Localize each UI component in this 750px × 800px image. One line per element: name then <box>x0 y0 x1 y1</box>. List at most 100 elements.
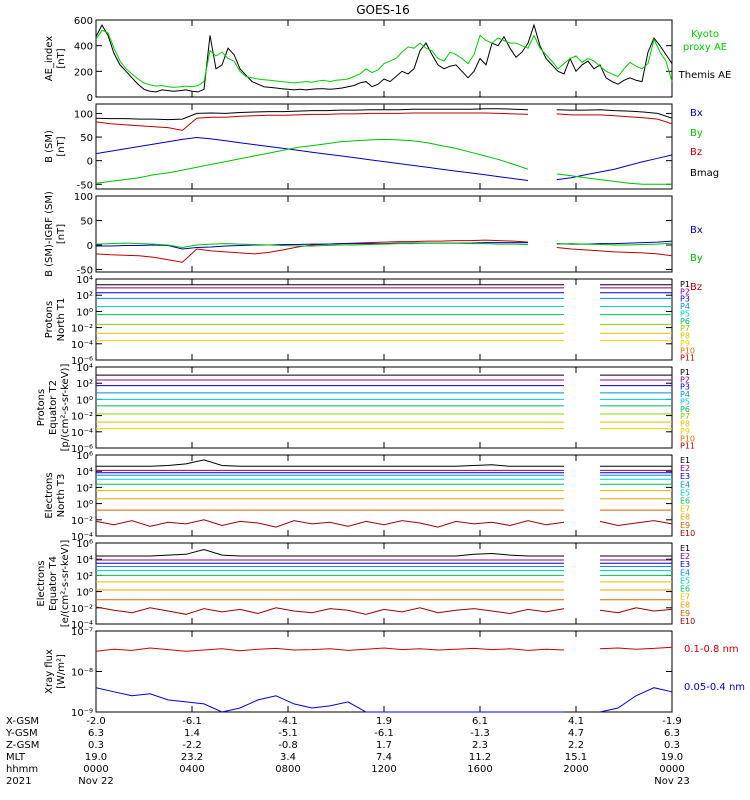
y-tick-label: 10⁻⁶ <box>71 356 93 367</box>
y-tick-label: 10⁻⁴ <box>71 532 93 543</box>
y-axis-label: B (SM)-IGRF (SM) <box>44 191 55 277</box>
channel-label: E9 <box>680 609 690 618</box>
x-axis-labels: X-GSMY-GSMZ-GSMMLThhmm2021-2.06.30.319.0… <box>5 716 690 787</box>
x-tick-value: 3.4 <box>280 752 296 763</box>
channel-label: P7 <box>680 412 690 421</box>
x-tick-value: -1.3 <box>470 728 490 739</box>
y-axis-label: Electrons <box>36 560 47 606</box>
y-axis-label: Xray flux <box>44 649 55 694</box>
series-line-themis-ae <box>95 23 673 93</box>
channel-label: E4 <box>680 480 690 489</box>
channel-label: P6 <box>680 405 690 414</box>
channel-label: E2 <box>680 464 690 473</box>
y-tick-label: 10² <box>76 379 93 390</box>
channel-label: P8 <box>680 420 690 429</box>
y-tick-label: 10⁶ <box>76 451 93 462</box>
y-axis-label: [e/(cm²-s-sr-keV)] <box>60 540 71 628</box>
y-tick-label: 10⁻⁴ <box>71 428 93 439</box>
legend-entry: Bz <box>690 147 702 158</box>
x-tick-value: Nov 23 <box>654 776 689 787</box>
y-tick-label: 10⁻⁶ <box>71 444 93 455</box>
y-tick-label: 10⁰ <box>76 588 93 599</box>
y-tick-label: 10⁶ <box>76 539 93 550</box>
x-tick-value: 7.4 <box>376 752 392 763</box>
series-line-e1 <box>96 459 672 467</box>
channel-label: E3 <box>680 560 690 569</box>
channel-label: E2 <box>680 552 690 561</box>
plot-title: GOES-16 <box>356 3 410 17</box>
panel-frame <box>95 103 673 190</box>
channel-label: P2 <box>680 287 690 296</box>
y-tick-label: 10² <box>76 291 93 302</box>
x-tick-value: 1.9 <box>376 716 392 727</box>
y-tick-label: 10² <box>76 571 93 582</box>
x-tick-value: 11.2 <box>469 752 491 763</box>
channel-label: P5 <box>680 309 690 318</box>
y-tick-label: 50 <box>80 217 93 228</box>
y-tick-label: 10⁴ <box>76 555 93 566</box>
x-row-label: Y-GSM <box>5 728 38 739</box>
series-line-by <box>95 138 672 185</box>
x-tick-value: 6.1 <box>472 716 488 727</box>
x-tick-value: 2.3 <box>472 740 488 751</box>
panel-frame <box>95 195 673 273</box>
x-tick-value: -0.8 <box>278 740 298 751</box>
legend-entry: By <box>690 128 703 139</box>
panel-ae: 600 400 200 0 AE_index [nT] Kyoto proxy AE Themi… <box>44 16 731 104</box>
x-row-label: 2021 <box>6 776 31 787</box>
series-line-kyoto-proxy-ae <box>95 29 673 88</box>
panel-xray: 10⁻⁷ 10⁻⁸ 10⁻⁹ Xray flux [W/m²] 0.1-0.8 nm 0.0… <box>44 627 745 719</box>
y-axis-label: [nT] <box>56 136 67 156</box>
series-line-bx <box>95 136 673 181</box>
y-tick-label: 10⁴ <box>76 275 93 286</box>
panel-b_sm: 100 50 0 -50 B (SM) [nT] Bx By Bz Bmag <box>44 103 719 191</box>
y-tick-label: 10⁻⁸ <box>71 668 93 679</box>
x-tick-value: 0000 <box>659 764 684 775</box>
y-tick-label: 0 <box>87 93 93 104</box>
panel-protons_t1: 10⁴ 10² 10⁰ 10⁻² 10⁻⁴ 10⁻⁶ Protons North T1 P1P2… <box>44 275 695 367</box>
panel-b_igrf: 100 50 0 -50 B (SM)-IGRF (SM) [nT] Bx By Bz <box>44 191 703 293</box>
y-tick-label: 50 <box>80 133 93 144</box>
channel-label: P11 <box>680 354 695 363</box>
x-tick-value: 0.3 <box>664 740 680 751</box>
legend-entry: 0.05-0.4 nm <box>684 682 745 693</box>
channel-label: E3 <box>680 472 690 481</box>
channel-label: P9 <box>680 427 690 436</box>
y-tick-label: 0 <box>87 241 93 252</box>
x-tick-value: 0000 <box>83 764 108 775</box>
x-tick-value: 1.4 <box>184 728 200 739</box>
channel-label: P10 <box>680 434 695 443</box>
y-axis-label: Equator T2 <box>48 380 59 435</box>
x-tick-value: 1600 <box>467 764 492 775</box>
y-tick-label: 10⁻⁹ <box>71 708 93 719</box>
y-tick-label: 10⁻⁷ <box>71 627 93 638</box>
legend-entry: Bz <box>690 282 702 293</box>
y-tick-label: -50 <box>77 180 93 191</box>
x-tick-value: 6.3 <box>88 728 104 739</box>
legend-entry: Kyoto <box>691 29 719 40</box>
y-axis-label: North T3 <box>56 474 67 518</box>
x-row-label: X-GSM <box>6 716 39 727</box>
y-tick-label: 0 <box>87 157 93 168</box>
channel-label: E10 <box>680 617 695 626</box>
y-tick-label: 10⁻⁴ <box>71 620 93 631</box>
x-tick-value: 1.7 <box>376 740 392 751</box>
x-tick-value: 23.2 <box>181 752 203 763</box>
x-tick-value: -6.1 <box>374 728 394 739</box>
channel-label: E4 <box>680 568 690 577</box>
channel-label: E1 <box>680 544 690 553</box>
x-row-label: Z-GSM <box>6 740 39 751</box>
channel-label: P5 <box>680 397 690 406</box>
channel-label: E8 <box>680 601 690 610</box>
channel-label: P7 <box>680 324 690 333</box>
y-tick-label: 10⁻² <box>71 324 93 335</box>
legend-entry: Bx <box>690 225 703 236</box>
y-tick-label: 100 <box>74 109 93 120</box>
series-line-e10 <box>95 606 673 615</box>
channel-label: P8 <box>680 332 690 341</box>
y-tick-label: 400 <box>74 42 93 53</box>
x-tick-value: 1200 <box>371 764 396 775</box>
panel-frame <box>95 542 673 625</box>
channel-label: E7 <box>680 593 690 602</box>
